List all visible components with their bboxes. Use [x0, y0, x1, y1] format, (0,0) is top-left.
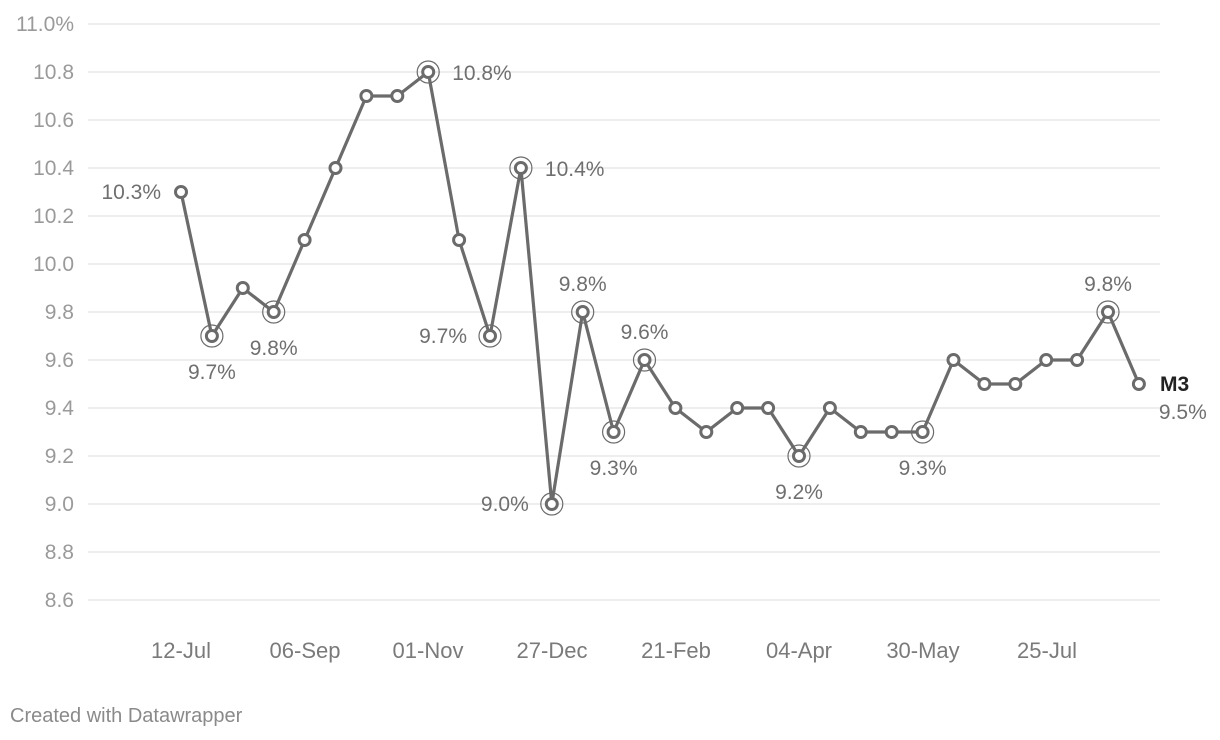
highlight-ring — [540, 492, 564, 516]
y-tick-label: 9.0 — [45, 493, 74, 516]
data-label: 10.8% — [452, 62, 512, 85]
highlight-ring — [416, 60, 440, 84]
data-label: 9.3% — [590, 457, 638, 480]
data-point — [421, 65, 436, 79]
x-tick-label: 12-Jul — [151, 638, 211, 663]
data-markers — [174, 65, 1146, 511]
data-point — [946, 353, 961, 367]
y-tick-label: 10.4 — [33, 157, 74, 180]
data-point — [483, 329, 497, 343]
highlight-ring — [787, 444, 811, 468]
data-point — [822, 401, 837, 415]
line-chart: 11.0% 10.8 10.6 10.4 10.2 10.0 9.8 9.6 9.4 9.2 9.0… — [16, 13, 1207, 663]
x-tick-label: 21-Feb — [641, 638, 711, 663]
highlight-ring — [571, 300, 595, 324]
y-tick-label: 9.4 — [45, 397, 75, 420]
data-point — [1101, 305, 1115, 319]
data-point — [792, 449, 806, 463]
y-tick-label: 10.2 — [33, 205, 74, 228]
data-point — [637, 353, 652, 367]
highlight-rings — [200, 60, 1120, 516]
highlight-ring — [1096, 300, 1120, 324]
data-point — [390, 89, 405, 103]
y-tick-label: 11.0% — [16, 13, 74, 36]
x-tick-label: 04-Apr — [766, 638, 832, 663]
series-line-m3 — [179, 70, 1141, 506]
footer-credit: Created with Datawrapper — [10, 705, 243, 727]
data-label: 9.8% — [559, 273, 607, 296]
highlight-ring — [262, 300, 286, 324]
x-tick-label: 01-Nov — [393, 638, 464, 663]
y-tick-label: 10.6 — [33, 109, 74, 132]
y-tick-label: 9.2 — [45, 445, 74, 468]
data-point — [235, 281, 250, 295]
data-label: 9.2% — [775, 481, 823, 504]
data-point — [730, 401, 745, 415]
x-axis-ticks: 12-Jul 06-Sep 01-Nov 27-Dec 21-Feb 04-Apr 30-M… — [151, 638, 1077, 663]
x-tick-label: 30-May — [886, 638, 959, 663]
x-tick-label: 06-Sep — [270, 638, 341, 663]
data-point — [452, 233, 467, 247]
series-name-label: M3 — [1160, 373, 1189, 396]
y-tick-label: 9.8 — [45, 301, 74, 324]
data-point — [915, 425, 930, 439]
x-tick-label: 27-Dec — [517, 638, 588, 663]
x-tick-label: 25-Jul — [1017, 638, 1077, 663]
data-point — [575, 305, 590, 319]
data-point — [884, 425, 899, 439]
data-point — [359, 89, 374, 103]
y-tick-label: 10.0 — [33, 253, 74, 276]
data-point — [297, 233, 312, 247]
data-point — [977, 377, 992, 391]
y-tick-label: 8.6 — [45, 589, 74, 612]
data-label: 9.3% — [899, 457, 947, 480]
data-point — [174, 185, 188, 199]
data-point — [761, 401, 776, 415]
data-point — [513, 161, 528, 175]
data-point — [328, 161, 343, 175]
y-tick-label: 9.6 — [45, 349, 74, 372]
data-point — [204, 329, 219, 343]
highlight-ring — [910, 420, 935, 444]
data-point — [544, 497, 559, 511]
y-axis-ticks: 11.0% 10.8 10.6 10.4 10.2 10.0 9.8 9.6 9.4 9.2 9.0… — [16, 13, 74, 612]
data-label: 9.6% — [621, 321, 669, 344]
highlight-ring — [632, 348, 657, 372]
data-label: 9.8% — [1084, 273, 1132, 296]
highlight-ring — [601, 420, 626, 444]
data-label: 9.0% — [481, 493, 529, 516]
data-label: 10.4% — [545, 158, 605, 181]
data-label: 9.7% — [188, 361, 236, 384]
data-label: 9.5% — [1159, 401, 1207, 424]
data-point — [266, 305, 281, 319]
data-label: 10.3% — [101, 181, 161, 204]
highlight-ring — [509, 156, 533, 180]
data-point — [853, 425, 868, 439]
data-point — [1039, 353, 1054, 367]
data-labels: 10.3% 9.7% 9.8% 10.8% 9.7% 10.4% 9.0% 9.8% 9.3% 9… — [101, 62, 1206, 516]
highlight-ring — [478, 324, 502, 348]
data-point — [1008, 377, 1023, 391]
data-point — [606, 425, 621, 439]
data-point — [668, 401, 683, 415]
y-tick-label: 10.8 — [33, 61, 74, 84]
grid-lines — [88, 23, 1160, 601]
y-tick-label: 8.8 — [45, 541, 74, 564]
data-point — [1070, 353, 1085, 367]
data-point — [699, 425, 714, 439]
data-label: 9.8% — [250, 337, 298, 360]
data-label: 9.7% — [419, 325, 467, 348]
data-point — [1131, 377, 1146, 391]
highlight-ring — [200, 324, 224, 348]
